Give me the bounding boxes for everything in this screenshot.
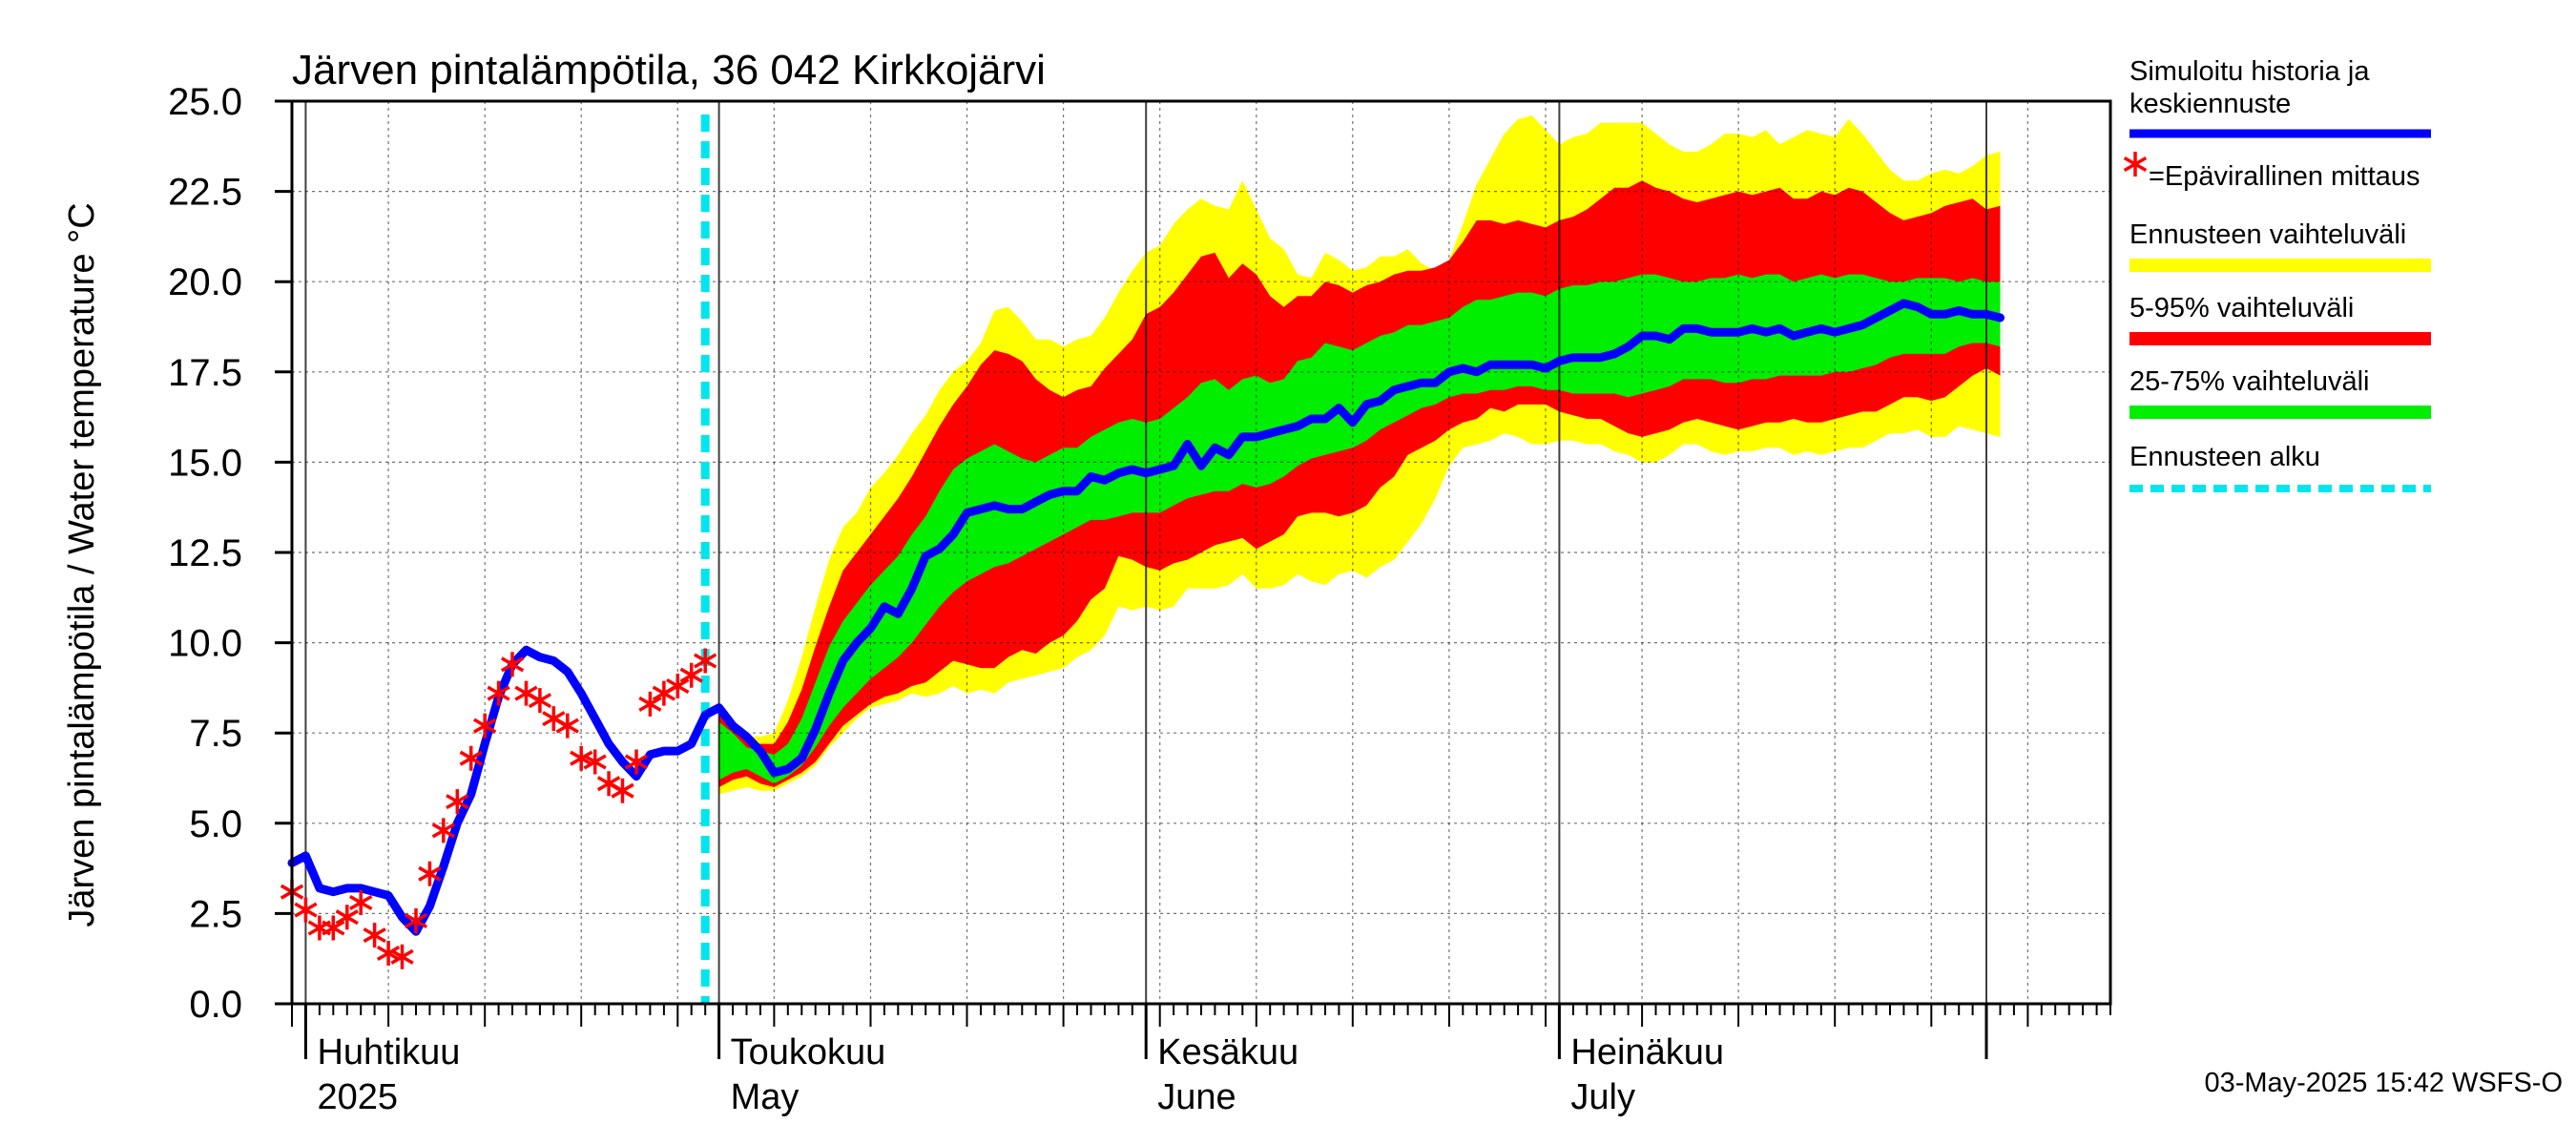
measurement-markers xyxy=(280,648,717,969)
measurement-star xyxy=(459,745,483,771)
measurement-star xyxy=(624,749,649,775)
legend-label: =Epävirallinen mittaus xyxy=(2149,161,2420,192)
measurement-star xyxy=(570,745,593,771)
measurement-star xyxy=(446,789,469,815)
x-month-sublabel: May xyxy=(731,1077,800,1117)
measurement-star xyxy=(638,691,662,717)
simulated-mean-line xyxy=(287,299,2005,936)
x-month-sublabel: July xyxy=(1570,1077,1635,1117)
legend-star-swatch xyxy=(2123,152,2148,177)
x-month-sublabel: 2025 xyxy=(317,1077,398,1117)
legend-label: Simuloitu historia ja xyxy=(2129,56,2370,87)
legend-label: Ennusteen alku xyxy=(2129,442,2320,472)
measurement-star xyxy=(679,662,703,688)
legend-measurement: =Epävirallinen mittaus xyxy=(2123,152,2420,192)
axes: 0.0 2.5 5.0 7.5 10.0 12.5 15.0 17.5 20.0 22.5 25.0… xyxy=(168,81,2112,1117)
x-month-sublabel: June xyxy=(1157,1077,1236,1117)
x-month-label: Kesäkuu xyxy=(1157,1032,1298,1072)
legend-forecast-range: Ennusteen vaihteluväli xyxy=(2129,219,2431,272)
measurement-star xyxy=(528,688,552,714)
chart-title: Järven pintalämpötila, 36 042 Kirkkojärv… xyxy=(292,47,1046,94)
measurement-star xyxy=(335,905,359,930)
measurement-star xyxy=(349,890,373,915)
y-tick-label: 0.0 xyxy=(189,984,242,1026)
measurement-star xyxy=(404,908,428,933)
legend-label: Ennusteen vaihteluväli xyxy=(2129,219,2406,250)
y-tick-label: 5.0 xyxy=(189,803,242,845)
legend-5-95: 5-95% vaihteluväli xyxy=(2129,293,2431,345)
y-tick-label: 10.0 xyxy=(168,623,242,665)
x-month-label: Toukokuu xyxy=(731,1032,886,1072)
y-tick-label: 2.5 xyxy=(189,893,242,935)
y-axis-label: Järven pintalämpötila / Water temperatur… xyxy=(62,202,102,926)
measurement-star xyxy=(611,778,634,803)
measurement-star xyxy=(487,680,510,706)
measurement-star xyxy=(500,652,525,677)
measurement-star xyxy=(363,923,386,948)
measurement-star xyxy=(473,713,497,739)
y-tick-label: 25.0 xyxy=(168,81,242,123)
measurement-star xyxy=(583,749,607,775)
legend-25-75: 25-75% vaihteluväli xyxy=(2129,366,2431,419)
band-25-75 xyxy=(718,274,2001,784)
y-tick-label: 12.5 xyxy=(168,532,242,574)
y-tick-label: 20.0 xyxy=(168,261,242,303)
measurement-star xyxy=(390,944,414,969)
legend-label: keskiennuste xyxy=(2129,89,2291,119)
measurement-star xyxy=(376,941,401,966)
x-month-label: Heinäkuu xyxy=(1570,1032,1724,1072)
measurement-star xyxy=(322,915,345,941)
legend-label: 25-75% vaihteluväli xyxy=(2129,366,2369,397)
measurement-star xyxy=(294,897,318,923)
measurement-star xyxy=(666,674,690,698)
y-tick-label: 15.0 xyxy=(168,442,242,484)
footer-timestamp: 03-May-2025 15:42 WSFS-O xyxy=(2204,1068,2563,1098)
legend-forecast-start: Ennusteen alku xyxy=(2129,442,2431,492)
y-tick-label: 7.5 xyxy=(189,713,242,755)
y-tick-label: 22.5 xyxy=(168,172,242,214)
measurement-star xyxy=(555,713,579,739)
x-month-label: Huhtikuu xyxy=(317,1032,460,1072)
measurement-star xyxy=(431,818,455,843)
data-series xyxy=(280,299,2005,969)
measurement-star xyxy=(694,648,717,674)
legend-label: 5-95% vaihteluväli xyxy=(2129,293,2354,323)
y-tick-label: 17.5 xyxy=(168,352,242,394)
measurement-star xyxy=(418,861,442,886)
